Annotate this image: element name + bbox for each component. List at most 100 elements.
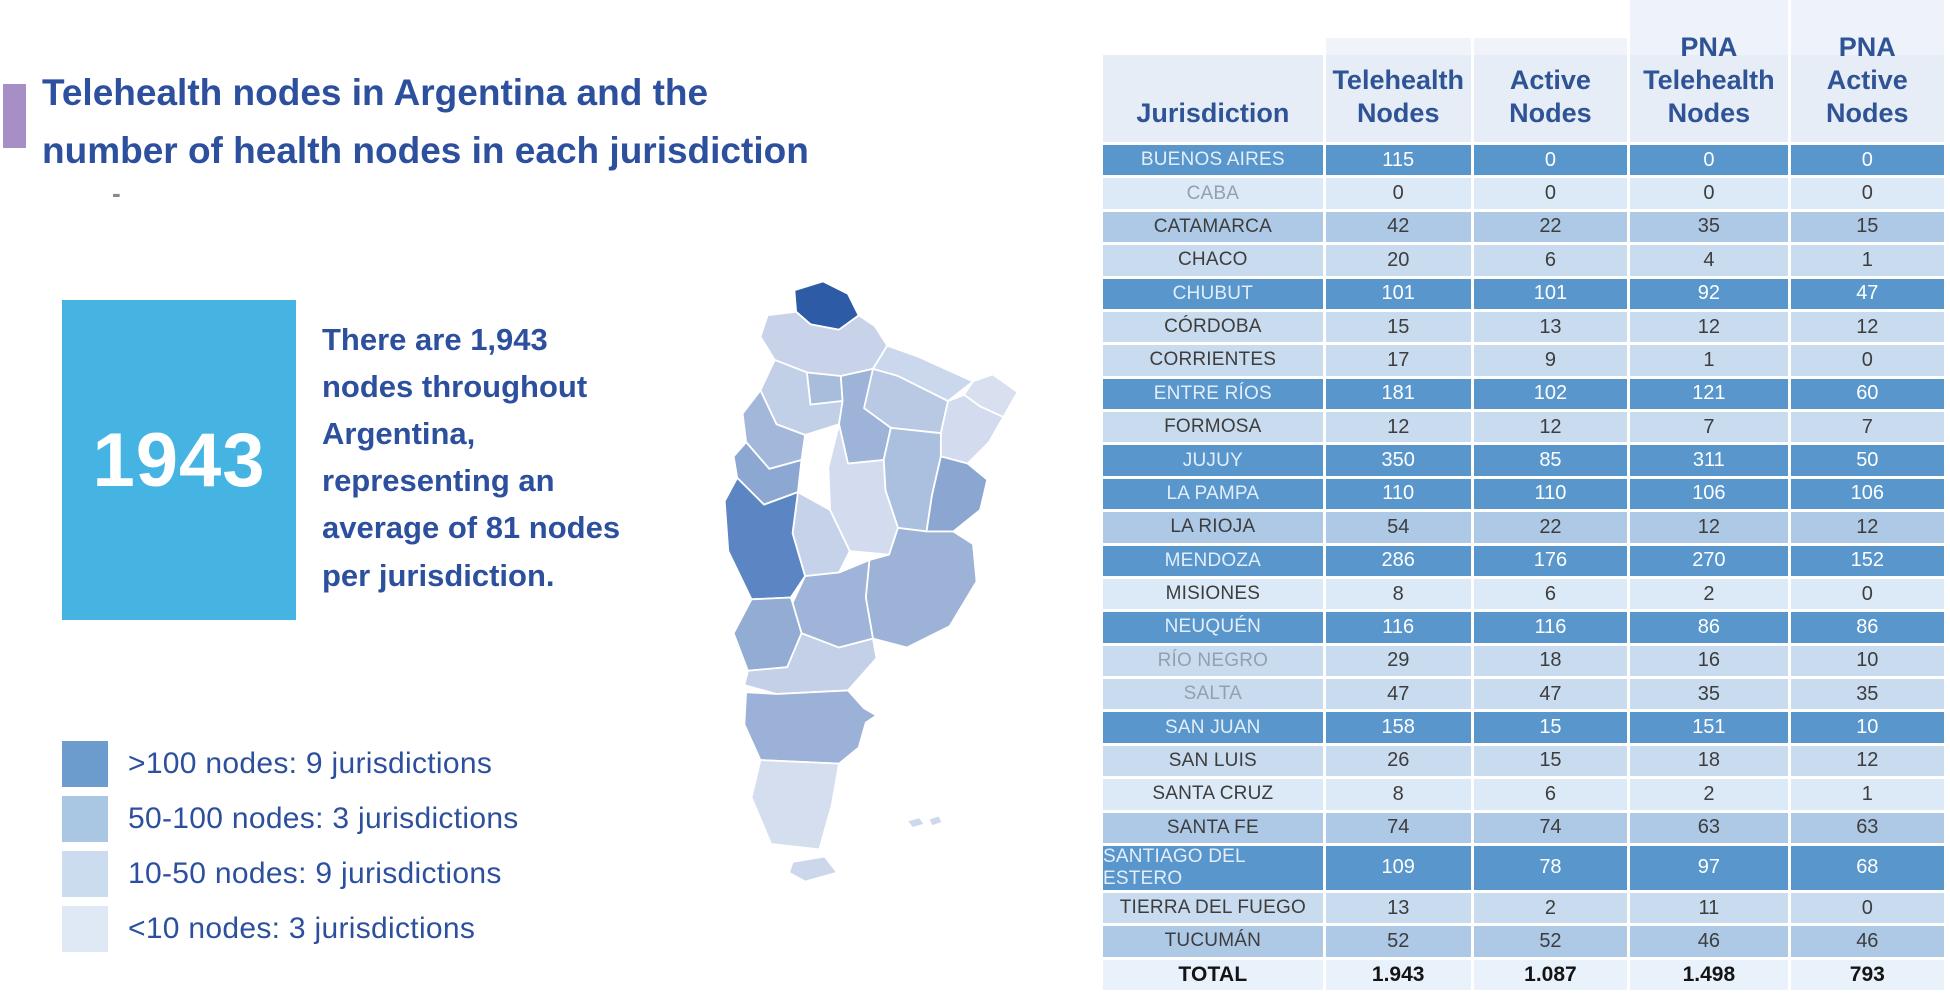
value-cell: 181	[1325, 378, 1471, 409]
value-cell: 1.943	[1325, 959, 1471, 990]
value-cell: 18	[1473, 645, 1628, 676]
value-cell: 50	[1790, 445, 1944, 476]
jurisdiction-cell: RÍO NEGRO	[1103, 645, 1323, 676]
province-santa-cruz	[750, 759, 840, 851]
value-cell: 10	[1790, 645, 1944, 676]
value-cell: 0	[1630, 145, 1788, 176]
value-cell: 13	[1325, 892, 1471, 924]
value-cell: 63	[1790, 812, 1944, 843]
value-cell: 6	[1473, 779, 1628, 810]
jurisdiction-cell: TIERRA DEL FUEGO	[1103, 892, 1323, 924]
value-cell: 0	[1790, 178, 1944, 209]
table-body: BUENOS AIRES 115 0 0 0 CABA 0 0 0 0 CATAMARCA 42 22 3…	[1103, 145, 1944, 990]
legend-swatch	[62, 851, 108, 897]
table-row: JUJUY 350 85 311 50	[1103, 445, 1944, 476]
value-cell: 101	[1473, 278, 1628, 309]
jurisdiction-cell: JUJUY	[1103, 445, 1323, 476]
jurisdiction-cell: CATAMARCA	[1103, 211, 1323, 243]
page-title: Telehealth nodes in Argentina and the nu…	[42, 72, 809, 172]
column-header: PNA Active Nodes	[1790, 0, 1944, 142]
jurisdiction-cell: MENDOZA	[1103, 545, 1323, 576]
table-row: BUENOS AIRES 115 0 0 0	[1103, 145, 1944, 176]
value-cell: 26	[1325, 745, 1471, 777]
value-cell: 17	[1325, 345, 1471, 376]
value-cell: 60	[1790, 378, 1944, 409]
value-cell: 22	[1473, 512, 1628, 543]
table-row: TIERRA DEL FUEGO 13 2 11 0	[1103, 892, 1944, 924]
argentina-map-svg	[723, 280, 1019, 883]
value-cell: 86	[1630, 612, 1788, 643]
province-mendoza	[723, 476, 806, 601]
value-cell: 109	[1325, 845, 1471, 890]
province-chubut	[743, 689, 878, 765]
value-cell: 350	[1325, 445, 1471, 476]
table-row: TOTAL 1.943 1.087 1.498 793	[1103, 959, 1944, 990]
value-cell: 12	[1790, 512, 1944, 543]
legend-item: 50-100 nodes: 3 jurisdictions	[62, 796, 519, 842]
legend-label: 50-100 nodes: 3 jurisdictions	[128, 802, 519, 835]
jurisdiction-cell: MISIONES	[1103, 578, 1323, 610]
table-row: NEUQUÉN 116 116 86 86	[1103, 612, 1944, 643]
value-cell: 152	[1790, 545, 1944, 576]
jurisdiction-cell: TUCUMÁN	[1103, 926, 1323, 957]
value-cell: 12	[1473, 412, 1628, 443]
jurisdiction-cell: SANTIAGO DEL ESTERO	[1103, 845, 1323, 890]
value-cell: 311	[1630, 445, 1788, 476]
value-cell: 15	[1473, 745, 1628, 777]
value-cell: 106	[1630, 478, 1788, 510]
node-legend: >100 nodes: 9 jurisdictions 50-100 nodes:…	[62, 741, 519, 952]
value-cell: 12	[1630, 311, 1788, 343]
value-cell: 1.498	[1630, 959, 1788, 990]
value-cell: 47	[1325, 679, 1471, 710]
value-cell: 8	[1325, 779, 1471, 810]
value-cell: 6	[1473, 245, 1628, 276]
value-cell: 15	[1790, 211, 1944, 243]
province-islas-1	[906, 816, 926, 829]
value-cell: 35	[1630, 679, 1788, 710]
legend-swatch	[62, 741, 108, 787]
title-dash: -	[112, 178, 121, 208]
value-cell: 6	[1473, 578, 1628, 610]
jurisdiction-cell: TOTAL	[1103, 959, 1323, 990]
argentina-map	[706, 276, 1056, 928]
value-cell: 0	[1790, 892, 1944, 924]
value-cell: 176	[1473, 545, 1628, 576]
value-cell: 1	[1790, 245, 1944, 276]
stat-card: 1943	[62, 300, 296, 620]
jurisdiction-cell: LA RIOJA	[1103, 512, 1323, 543]
value-cell: 793	[1790, 959, 1944, 990]
value-cell: 1.087	[1473, 959, 1628, 990]
stat-description: There are 1,943 nodes throughout Argenti…	[322, 322, 621, 593]
province-islas-2	[927, 814, 944, 828]
value-cell: 4	[1630, 245, 1788, 276]
value-cell: 158	[1325, 712, 1471, 743]
value-cell: 13	[1473, 311, 1628, 343]
province-jujuy	[793, 280, 860, 331]
value-cell: 29	[1325, 645, 1471, 676]
nodes-table: Jurisdiction Telehealth Nodes Active Nodes…	[1103, 0, 1944, 990]
accent-bar	[3, 84, 26, 148]
value-cell: 116	[1325, 612, 1471, 643]
table-row: LA PAMPA 110 110 106 106	[1103, 478, 1944, 510]
province-tierra-del-fuego	[788, 855, 839, 883]
legend-swatch	[62, 796, 108, 842]
jurisdiction-cell: SANTA FE	[1103, 812, 1323, 843]
table-row: CHACO 20 6 4 1	[1103, 245, 1944, 276]
value-cell: 0	[1473, 178, 1628, 209]
province-tucuman	[805, 371, 844, 406]
value-cell: 7	[1790, 412, 1944, 443]
value-cell: 121	[1630, 378, 1788, 409]
value-cell: 46	[1630, 926, 1788, 957]
value-cell: 35	[1790, 679, 1944, 710]
legend-label: 10-50 nodes: 9 jurisdictions	[128, 857, 502, 890]
value-cell: 97	[1630, 845, 1788, 890]
jurisdiction-cell: CÓRDOBA	[1103, 311, 1323, 343]
value-cell: 0	[1790, 345, 1944, 376]
value-cell: 286	[1325, 545, 1471, 576]
table-row: CHUBUT 101 101 92 47	[1103, 278, 1944, 309]
legend-label: <10 nodes: 3 jurisdictions	[128, 912, 476, 945]
value-cell: 92	[1630, 278, 1788, 309]
jurisdiction-cell: SAN JUAN	[1103, 712, 1323, 743]
table-row: SALTA 47 47 35 35	[1103, 679, 1944, 710]
